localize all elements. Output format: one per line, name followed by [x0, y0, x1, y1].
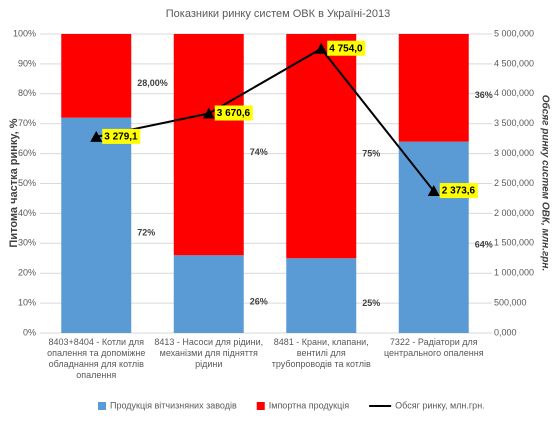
bar-label: 74% [250, 147, 268, 157]
y-tick-label: 10% [18, 297, 36, 307]
bar-label: 36% [475, 90, 493, 100]
line-marker [427, 185, 440, 197]
x-tick-label: 8413 - Насоси для рідини, механізми для … [154, 337, 264, 369]
line-label: 3 279,1 [104, 132, 138, 143]
label-box [214, 105, 253, 121]
y2-tick-label: 0,000 [494, 327, 517, 337]
y-tick-label: 100% [13, 28, 36, 38]
line-label: 3 670,6 [217, 108, 251, 119]
line-marker [315, 42, 328, 54]
chart-title: Показники ринку систем ОВК в Україні-201… [166, 8, 390, 20]
legend-label: Обсяг ринку, млн.грн. [395, 400, 485, 410]
x-tick-label: 8481 - Крани, клапани, вентилі для трубо… [271, 337, 371, 369]
y2-tick-label: 1 000,000 [494, 268, 534, 278]
y2-tick-label: 1 500,000 [494, 238, 534, 248]
bar [173, 255, 244, 333]
y2-tick-label: 4 500,000 [494, 58, 534, 68]
y-tick-label: 90% [18, 58, 36, 68]
y2-tick-label: 500,000 [494, 297, 527, 307]
y2-tick-label: 5 000,000 [494, 28, 534, 38]
bar-label: 26% [250, 297, 268, 307]
bar [286, 258, 357, 333]
y2-tick-label: 3 500,000 [494, 118, 534, 128]
y-tick-label: 60% [18, 148, 36, 158]
bar [398, 34, 469, 142]
bar-label: 72% [137, 228, 155, 238]
x-tick-label: 7322 - Радіатори для центрального опален… [383, 337, 484, 358]
y2-tick-label: 3 000,000 [494, 148, 534, 158]
line-marker [90, 130, 103, 142]
x-tick-label: 8403+8404 - Котли для опалення та допомі… [47, 337, 146, 380]
y-tick-label: 0% [23, 327, 36, 337]
bar [61, 34, 132, 118]
legend-swatch [256, 402, 265, 410]
label-box [439, 183, 478, 199]
bar [398, 141, 469, 333]
y-tick-label: 20% [18, 268, 36, 278]
y2-tick-label: 4 000,000 [494, 88, 534, 98]
bar-label: 75% [362, 149, 380, 159]
line-label: 4 754,0 [329, 43, 363, 54]
line-label: 2 373,6 [442, 186, 476, 197]
y-tick-label: 50% [18, 178, 36, 188]
bar-label: 28,00% [137, 78, 168, 88]
y-tick-label: 40% [18, 208, 36, 218]
line [96, 47, 435, 192]
legend-label: Продукція вітчизняних заводів [110, 400, 237, 410]
y-tick-label: 70% [18, 118, 36, 128]
y2-axis-title: Обсяг ринку систем ОВК, млн.грн. [539, 95, 551, 271]
bar-label: 64% [475, 240, 493, 250]
y-tick-label: 80% [18, 88, 36, 98]
line-marker [202, 107, 215, 119]
label-box [327, 40, 366, 56]
y-tick-label: 30% [18, 238, 36, 248]
bar [173, 34, 244, 256]
label-box [102, 128, 141, 144]
bar-label: 25% [362, 298, 380, 308]
y2-tick-label: 2 000,000 [494, 208, 534, 218]
legend-label: Імпортна продукція [269, 400, 350, 410]
legend-swatch [98, 402, 106, 410]
bar [286, 34, 357, 259]
y-axis-title: Питома частка ринку, % [8, 118, 20, 247]
y2-tick-label: 2 500,000 [494, 178, 534, 188]
bar [61, 117, 132, 333]
